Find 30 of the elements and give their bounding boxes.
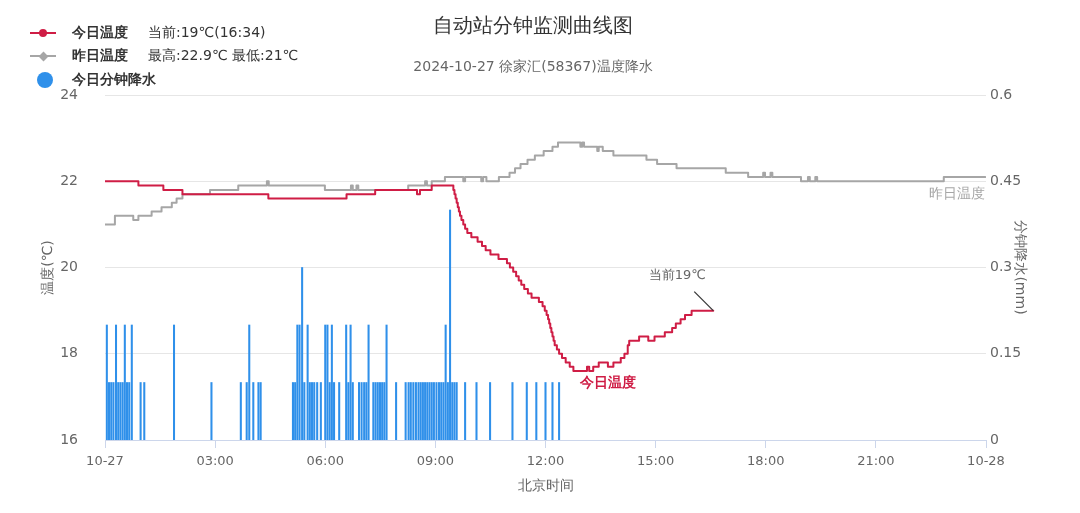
- y-tick-label: 16: [60, 430, 79, 447]
- x-tick-label: 21:00: [857, 453, 895, 469]
- x-tick-label: 10-28: [967, 453, 1005, 469]
- x-tick-label: 09:00: [416, 453, 455, 469]
- y-tick-label: 22: [60, 171, 78, 188]
- y2-axis-title: 分钟降水(mm): [1012, 220, 1029, 315]
- y-tick-label: 18: [60, 344, 78, 361]
- y2-tick-label: 0.15: [990, 344, 1022, 361]
- annotation: 当前19℃: [648, 267, 706, 282]
- y-axis-title: 温度(℃): [39, 240, 56, 295]
- legend-label: 今日温度: [72, 23, 128, 42]
- x-axis-title: 北京时间: [517, 477, 574, 494]
- x-tick-label: 12:00: [526, 453, 565, 469]
- y2-tick-label: 0.3: [990, 258, 1013, 275]
- chart-title: 自动站分钟监测曲线图: [433, 13, 633, 37]
- legend-label: 昨日温度: [72, 47, 128, 66]
- x-tick-label: 03:00: [196, 453, 234, 469]
- chart-subtitle: 2024-10-27 徐家汇(58367)温度降水: [413, 58, 653, 74]
- y2-tick-label: 0.45: [990, 171, 1022, 188]
- text: 今日温度: [580, 373, 637, 390]
- y-tick-label: 20: [60, 258, 78, 275]
- text: 最高:22.9℃ 最低:21℃: [148, 47, 299, 66]
- text: 当前:19℃(16:34): [148, 23, 266, 42]
- y2-tick-label: 0: [990, 430, 999, 447]
- x-tick-label: 15:00: [636, 453, 675, 469]
- x-tick-label: 18:00: [747, 453, 785, 469]
- x-tick-label: 10-27: [86, 453, 124, 469]
- text: 昨日温度: [929, 184, 986, 201]
- x-tick-label: 06:00: [306, 453, 344, 469]
- y2-tick-label: 0.6: [990, 85, 1013, 102]
